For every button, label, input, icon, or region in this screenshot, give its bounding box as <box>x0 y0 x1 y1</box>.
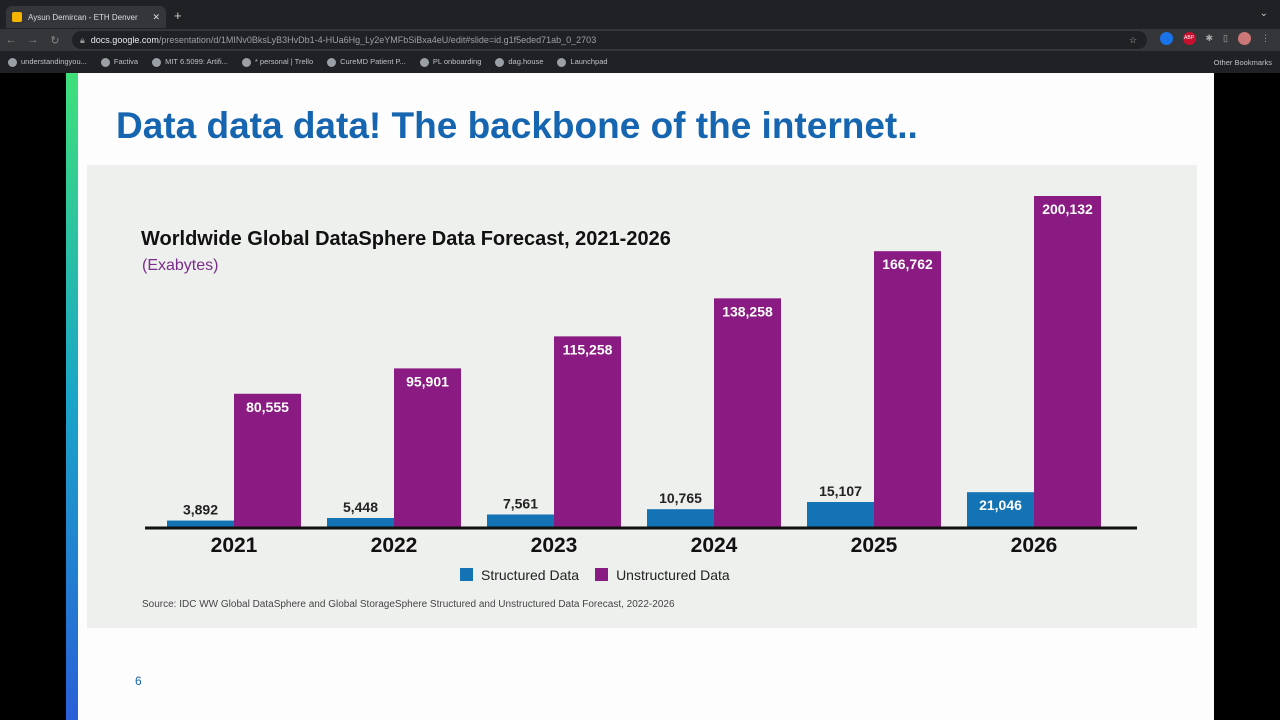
chart-subtitle: (Exabytes) <box>142 257 219 274</box>
extensions-puzzle-icon[interactable]: ✱ <box>1205 33 1214 43</box>
data-label: 138,258 <box>722 303 773 319</box>
bookmark-star-icon[interactable]: ☆ <box>1128 34 1137 45</box>
chart-legend: Structured Data Unstructured Data <box>460 567 730 583</box>
chart-panel: 3,892 80,555 2021 5,448 95,901 2022 7,561 115,2… <box>87 165 1197 628</box>
chart-title: Worldwide Global DataSphere Data Forecas… <box>141 228 671 250</box>
browser-chrome: Aysun Demircan - ETH Denver ✕ + ⌄ ← → ↻ 🔒︎ d… <box>0 0 1280 73</box>
bookmark-item[interactable]: CureMD Patient P... <box>327 57 406 67</box>
x-tick-label: 2022 <box>371 534 418 557</box>
bar-unstructured <box>234 393 301 527</box>
data-label: 7,561 <box>503 495 538 511</box>
data-label: 200,132 <box>1042 201 1093 217</box>
slide-title: Data data data! The backbone of the inte… <box>116 105 918 146</box>
address-bar[interactable]: 🔒︎ docs.google.com/presentation/d/1MINv0B… <box>72 31 1147 49</box>
legend-label: Structured Data <box>481 567 580 583</box>
bar-structured <box>967 492 1034 527</box>
bookmark-icon <box>495 57 505 67</box>
legend-label: Unstructured Data <box>616 567 730 583</box>
bar-structured <box>807 502 874 527</box>
bar-structured <box>647 509 714 527</box>
bookmark-item[interactable]: dag.house <box>495 57 543 67</box>
data-label: 115,258 <box>563 341 613 357</box>
bookmark-label: * personal | Trello <box>254 57 314 67</box>
bookmarks-bar: understandingyou... Factiva MIT 6.5099: Ar… <box>0 53 1280 71</box>
bar-unstructured <box>874 251 941 527</box>
tab-title: Aysun Demircan - ETH Denver <box>28 12 138 22</box>
bookmark-item[interactable]: * personal | Trello <box>241 57 314 67</box>
bookmark-item[interactable]: Factiva <box>100 57 139 67</box>
data-label: 166,762 <box>882 256 933 272</box>
legend-unstructured: Unstructured Data <box>595 567 730 583</box>
legend-structured: Structured Data <box>460 567 579 583</box>
reload-icon[interactable]: ↻ <box>50 34 60 47</box>
lock-icon: 🔒︎ <box>80 34 85 45</box>
other-bookmarks[interactable]: Other Bookmarks <box>1213 57 1272 67</box>
x-tick-label: 2021 <box>211 534 258 557</box>
bookmark-icon <box>327 57 337 67</box>
bar-unstructured <box>1034 196 1101 527</box>
bar-structured <box>327 517 394 527</box>
bookmark-icon <box>419 57 429 67</box>
slide: Data data data! The backbone of the inte… <box>66 73 1214 720</box>
bar-unstructured <box>554 336 621 527</box>
x-tick-label: 2025 <box>851 534 898 557</box>
browser-tab[interactable]: Aysun Demircan - ETH Denver ✕ <box>6 6 166 28</box>
bookmark-icon <box>100 57 110 67</box>
bar-structured <box>487 514 554 527</box>
legend-swatch-structured <box>460 568 473 581</box>
x-tick-label: 2024 <box>691 534 738 557</box>
bar-structured <box>167 520 234 527</box>
back-icon[interactable]: ← <box>5 34 17 46</box>
data-label: 10,765 <box>659 490 702 506</box>
accent-stripe <box>66 73 78 720</box>
bookmark-icon <box>152 57 162 67</box>
legend-swatch-unstructured <box>595 568 609 581</box>
bookmark-label: Factiva <box>113 57 139 67</box>
bookmark-label: dag.house <box>508 57 544 67</box>
chart-source: Source: IDC WW Global DataSphere and Glo… <box>142 599 675 610</box>
bookmark-item[interactable]: MIT 6.5099: Artifi... <box>152 57 228 67</box>
bar-chart: 3,892 80,555 2021 5,448 95,901 2022 7,561 115,2… <box>145 196 1137 557</box>
forward-icon[interactable]: → <box>27 34 39 46</box>
bookmark-label: PL onboarding <box>432 57 482 67</box>
data-label: 80,555 <box>246 399 289 415</box>
x-tick-label: 2023 <box>531 534 578 557</box>
data-label: 3,892 <box>183 502 218 518</box>
sidepanel-icon[interactable]: ▯ <box>1223 33 1228 43</box>
bookmark-label: CureMD Patient P... <box>340 57 406 67</box>
url-host: docs.google.com <box>90 35 159 45</box>
bookmark-icon <box>241 57 251 67</box>
bookmark-label: Launchpad <box>570 57 608 67</box>
close-tab-icon[interactable]: ✕ <box>152 11 160 22</box>
data-label: 95,901 <box>406 373 449 389</box>
menu-icon[interactable]: ⋮ <box>1261 33 1270 43</box>
data-label: 21,046 <box>979 497 1022 513</box>
bookmark-item[interactable]: Launchpad <box>557 57 608 67</box>
bookmark-icon <box>8 57 17 67</box>
bar-unstructured <box>394 368 461 527</box>
data-label: 5,448 <box>343 499 378 515</box>
adblock-icon[interactable]: ABP <box>1182 32 1196 45</box>
extension-icon[interactable] <box>1159 32 1173 45</box>
new-tab-button[interactable]: + <box>174 8 182 23</box>
slides-favicon-icon <box>12 12 22 22</box>
data-label: 15,107 <box>819 483 862 499</box>
tab-search-icon[interactable]: ⌄ <box>1259 8 1268 19</box>
url-path: /presentation/d/1MINv0BksLyB3HvDb1-4-HUa… <box>158 35 597 45</box>
x-tick-label: 2026 <box>1011 534 1058 557</box>
bar-unstructured <box>714 298 781 527</box>
bookmark-item[interactable]: PL onboarding <box>419 57 482 67</box>
bookmark-label: MIT 6.5099: Artifi... <box>165 57 228 67</box>
profile-avatar[interactable] <box>1238 32 1251 45</box>
bookmark-icon <box>557 57 567 67</box>
bookmark-item[interactable]: understandingyou... <box>8 57 87 67</box>
page-number: 6 <box>135 674 142 688</box>
bookmark-label: understandingyou... <box>21 57 87 67</box>
